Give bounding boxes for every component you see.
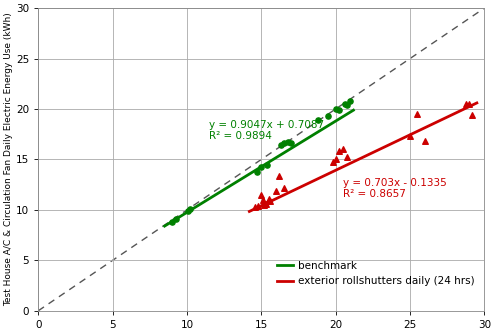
- Text: y = 0.9047x + 0.7087
R² = 0.9894: y = 0.9047x + 0.7087 R² = 0.9894: [209, 120, 324, 141]
- Point: [266, 198, 274, 203]
- Point: [335, 149, 343, 154]
- Point: [254, 203, 262, 208]
- Legend: benchmark, exterior rollshutters daily (24 hrs): benchmark, exterior rollshutters daily (…: [273, 257, 479, 291]
- Point: [257, 192, 265, 197]
- Point: [406, 134, 414, 139]
- Point: [287, 141, 295, 146]
- Point: [257, 164, 265, 169]
- Point: [421, 139, 429, 144]
- Point: [280, 141, 288, 146]
- Point: [339, 147, 347, 152]
- Point: [251, 204, 259, 209]
- Point: [168, 219, 176, 225]
- Point: [263, 162, 271, 167]
- Point: [277, 143, 285, 148]
- Point: [265, 196, 273, 201]
- Point: [260, 202, 268, 207]
- Point: [346, 98, 354, 104]
- Point: [253, 169, 261, 174]
- Point: [324, 114, 332, 119]
- Point: [332, 106, 340, 112]
- Point: [272, 188, 280, 193]
- Point: [259, 197, 267, 202]
- Point: [186, 206, 194, 212]
- Point: [465, 101, 473, 107]
- Point: [462, 101, 470, 107]
- Point: [341, 101, 348, 107]
- Point: [413, 112, 421, 117]
- Point: [280, 185, 288, 190]
- Point: [329, 159, 337, 164]
- Point: [185, 208, 193, 214]
- Point: [332, 157, 340, 162]
- Point: [468, 113, 476, 118]
- Text: y = 0.703x - 0.1335
R² = 0.8657: y = 0.703x - 0.1335 R² = 0.8657: [343, 178, 447, 199]
- Point: [173, 216, 181, 222]
- Point: [262, 201, 270, 206]
- Y-axis label: Test House A/C & Circulation Fan Daily Electric Energy Use (kWh): Test House A/C & Circulation Fan Daily E…: [4, 13, 13, 306]
- Point: [344, 155, 351, 160]
- Point: [335, 108, 343, 113]
- Point: [275, 173, 283, 178]
- Point: [284, 140, 292, 145]
- Point: [344, 102, 351, 108]
- Point: [314, 118, 322, 123]
